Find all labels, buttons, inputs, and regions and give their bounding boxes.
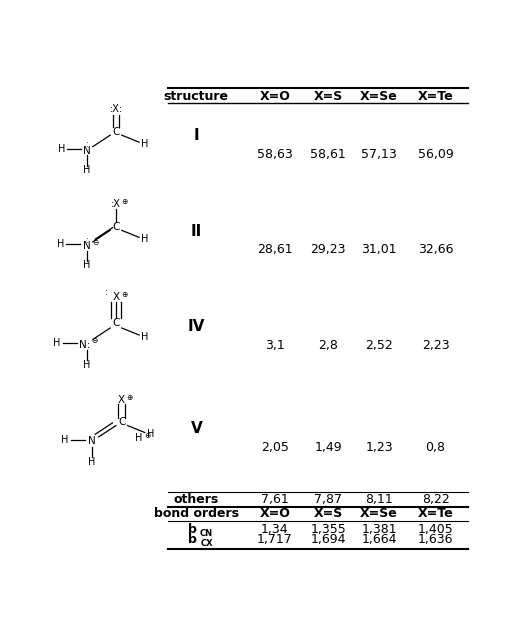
Text: X=O: X=O xyxy=(259,90,290,103)
Text: 0,8: 0,8 xyxy=(426,441,445,453)
Text: 8,22: 8,22 xyxy=(422,493,450,506)
Text: :X:: :X: xyxy=(110,104,122,113)
Text: 8,11: 8,11 xyxy=(365,493,393,506)
Text: 1,355: 1,355 xyxy=(311,522,346,536)
Text: H: H xyxy=(57,240,64,249)
Text: C: C xyxy=(118,417,126,427)
Text: 3,1: 3,1 xyxy=(265,339,285,352)
Text: X=S: X=S xyxy=(314,507,343,520)
Text: H: H xyxy=(84,360,91,370)
Text: X=Se: X=Se xyxy=(360,90,398,103)
Text: X: X xyxy=(112,292,120,302)
Text: H: H xyxy=(58,144,65,154)
Text: 2,05: 2,05 xyxy=(261,441,289,453)
Text: :: : xyxy=(86,235,88,245)
Text: 29,23: 29,23 xyxy=(311,243,346,256)
Text: I: I xyxy=(194,128,199,143)
Text: 2,23: 2,23 xyxy=(422,339,450,352)
Text: 1,717: 1,717 xyxy=(257,533,293,547)
Text: 1,405: 1,405 xyxy=(418,522,453,536)
Text: V: V xyxy=(190,421,202,436)
Text: CX: CX xyxy=(201,540,213,548)
Text: 1,23: 1,23 xyxy=(365,441,393,453)
Text: N: N xyxy=(83,241,91,251)
Text: N:: N: xyxy=(79,340,90,350)
Text: II: II xyxy=(191,224,202,239)
Text: H: H xyxy=(84,165,91,175)
Text: N: N xyxy=(88,436,96,446)
Text: bond orders: bond orders xyxy=(154,507,239,520)
Text: structure: structure xyxy=(164,90,229,103)
Text: others: others xyxy=(174,493,219,506)
Text: X=Se: X=Se xyxy=(360,507,398,520)
Text: ⊖: ⊖ xyxy=(92,238,98,247)
Text: 58,61: 58,61 xyxy=(311,148,346,160)
Text: ⊖: ⊖ xyxy=(91,336,97,345)
Text: 2,8: 2,8 xyxy=(318,339,338,352)
Text: C: C xyxy=(112,318,120,328)
Text: b: b xyxy=(188,533,197,547)
Text: H: H xyxy=(141,234,148,244)
Text: ⊕: ⊕ xyxy=(121,290,127,299)
Text: ⊕: ⊕ xyxy=(127,393,133,402)
Text: C: C xyxy=(112,222,120,232)
Text: 1,636: 1,636 xyxy=(418,533,453,547)
Text: H: H xyxy=(88,456,95,467)
Text: X=Te: X=Te xyxy=(418,507,453,520)
Text: 58,63: 58,63 xyxy=(257,148,293,160)
Text: H: H xyxy=(141,139,148,149)
Text: X=Te: X=Te xyxy=(418,90,453,103)
Text: 57,13: 57,13 xyxy=(361,148,397,160)
Text: IV: IV xyxy=(188,318,205,333)
Text: H: H xyxy=(135,433,143,443)
Text: H: H xyxy=(141,332,148,342)
Text: 1,664: 1,664 xyxy=(361,533,397,547)
Text: ⊖: ⊖ xyxy=(144,430,151,440)
Text: :: : xyxy=(105,288,108,297)
Text: 7,61: 7,61 xyxy=(261,493,288,506)
Text: 1,49: 1,49 xyxy=(314,441,342,453)
Text: 7,87: 7,87 xyxy=(314,493,342,506)
Text: CN: CN xyxy=(200,529,213,538)
Text: C: C xyxy=(112,127,120,137)
Text: H: H xyxy=(62,434,69,444)
Text: X=O: X=O xyxy=(259,507,290,520)
Text: ⊕: ⊕ xyxy=(121,197,127,206)
Text: X=S: X=S xyxy=(314,90,343,103)
Text: :X: :X xyxy=(111,199,121,209)
Text: 31,01: 31,01 xyxy=(361,243,397,256)
Text: b: b xyxy=(188,522,197,536)
Text: H: H xyxy=(53,338,61,348)
Text: 32,66: 32,66 xyxy=(418,243,453,256)
Text: :: : xyxy=(86,140,88,149)
Text: 1,34: 1,34 xyxy=(261,522,288,536)
Text: 1,694: 1,694 xyxy=(311,533,346,547)
Text: N: N xyxy=(83,146,91,156)
Text: H: H xyxy=(147,429,154,439)
Text: H: H xyxy=(84,261,91,271)
Text: 1,381: 1,381 xyxy=(361,522,397,536)
Text: 56,09: 56,09 xyxy=(418,148,453,160)
Text: X: X xyxy=(118,395,126,405)
Text: 2,52: 2,52 xyxy=(365,339,393,352)
Text: 28,61: 28,61 xyxy=(257,243,293,256)
